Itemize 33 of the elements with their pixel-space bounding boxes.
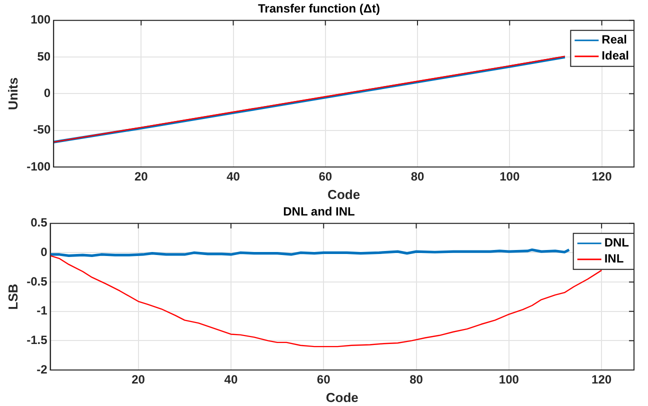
x-tick-label: 100 bbox=[498, 372, 520, 387]
chart-title: DNL and INL bbox=[283, 204, 355, 219]
x-tick-label: 120 bbox=[592, 372, 612, 387]
y-tick-label: -2 bbox=[36, 362, 48, 376]
y-tick-label: -1 bbox=[36, 304, 48, 318]
x-tick-label: 80 bbox=[410, 170, 424, 184]
y-tick-label: 100 bbox=[30, 12, 51, 27]
y-tick-label: -100 bbox=[26, 159, 51, 174]
x-tick-label: 40 bbox=[224, 372, 238, 387]
x-axis-title: Code bbox=[326, 390, 358, 405]
x-tick-label: 20 bbox=[134, 170, 148, 184]
x-tick-label: 40 bbox=[226, 170, 240, 184]
legend-label: Ideal bbox=[602, 48, 630, 63]
x-tick-label: 60 bbox=[318, 170, 332, 184]
y-tick-label: 0 bbox=[44, 86, 51, 100]
legend-label: INL bbox=[604, 252, 624, 266]
x-tick-label: 120 bbox=[592, 170, 612, 184]
y-tick-label: 50 bbox=[37, 49, 51, 64]
x-tick-label: 100 bbox=[500, 170, 520, 184]
y-tick-label: -0.5 bbox=[26, 274, 48, 288]
y-axis-title: Units bbox=[5, 77, 20, 110]
y-tick-label: 0.5 bbox=[30, 216, 48, 230]
y-tick-label: -1.5 bbox=[26, 332, 48, 347]
y-tick-label: 0 bbox=[40, 245, 48, 260]
legend-label: Real bbox=[602, 32, 628, 47]
y-axis-title: LSB bbox=[5, 284, 20, 310]
x-tick-label: 20 bbox=[132, 372, 146, 387]
x-tick-label: 60 bbox=[316, 372, 331, 387]
chart-title: Transfer function (Δt) bbox=[258, 2, 380, 16]
x-axis-title: Code bbox=[328, 186, 360, 202]
y-tick-label: -50 bbox=[33, 122, 51, 137]
legend-label: DNL bbox=[604, 236, 630, 250]
x-tick-label: 80 bbox=[410, 372, 424, 387]
